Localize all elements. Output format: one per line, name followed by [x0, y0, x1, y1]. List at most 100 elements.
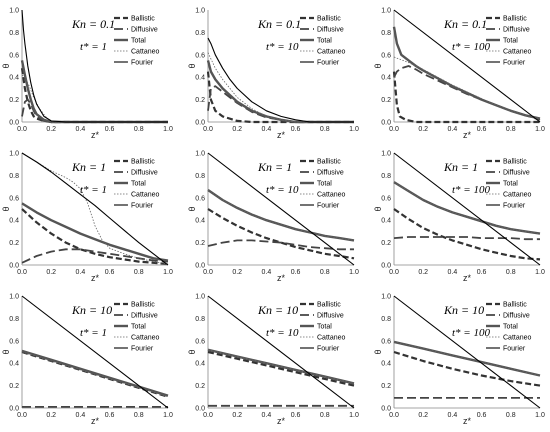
- y-tick-label: 0.6: [9, 338, 19, 345]
- y-tick-label: 0.0: [381, 120, 391, 127]
- y-tick-label: 0.0: [9, 263, 19, 270]
- series-line-cattaneo: [393, 181, 541, 234]
- x-tick-label: 0.8: [506, 269, 516, 276]
- x-tick-label: 0.6: [477, 412, 487, 419]
- kn-label: Kn = 10: [71, 303, 112, 317]
- legend-label-cattaneo: Cattaneo: [503, 49, 532, 56]
- y-tick-label: 1.0: [195, 8, 205, 15]
- series-line-cattaneo: [21, 74, 168, 123]
- y-tick-label: 0.6: [9, 195, 19, 202]
- series-line-total: [206, 60, 354, 124]
- legend-label-total: Total: [317, 38, 332, 45]
- x-tick-label: 0.6: [477, 126, 487, 133]
- y-tick-label: 1.0: [9, 151, 19, 158]
- x-tick-label: 0.8: [134, 412, 144, 419]
- y-tick-label: 0.0: [195, 120, 205, 127]
- y-tick-label: 0.2: [381, 383, 391, 390]
- legend-label-fourier: Fourier: [131, 60, 154, 67]
- series-line-cattaneo: [207, 52, 354, 123]
- y-axis-label: θ: [187, 206, 197, 211]
- legend-label-fourier: Fourier: [317, 60, 340, 67]
- legend-label-diffusive: Diffusive: [131, 170, 158, 177]
- legend-label-cattaneo: Cattaneo: [503, 192, 532, 199]
- x-tick-label: 0.2: [418, 269, 428, 276]
- x-tick-label: 0.0: [389, 269, 399, 276]
- legend-label-ballistic: Ballistic: [503, 16, 527, 23]
- legend-label-ballistic: Ballistic: [317, 16, 341, 23]
- legend-label-total: Total: [503, 38, 518, 45]
- kn-label: Kn = 0.1: [257, 17, 301, 31]
- series-line-cattaneo: [21, 152, 169, 265]
- y-tick-label: 1.0: [195, 294, 205, 301]
- y-tick-label: 1.0: [381, 151, 391, 158]
- x-tick-label: 0.0: [203, 412, 213, 419]
- legend-label-ballistic: Ballistic: [131, 302, 155, 309]
- legend-label-fourier: Fourier: [317, 346, 340, 353]
- x-tick-label: 1.0: [535, 269, 545, 276]
- x-tick-label: 0.0: [389, 412, 399, 419]
- x-axis-label: z*: [91, 130, 100, 140]
- x-tick-label: 0.6: [291, 126, 301, 133]
- series-line-total: [20, 60, 168, 124]
- y-tick-label: 0.4: [9, 361, 19, 368]
- y-tick-label: 1.0: [195, 151, 205, 158]
- legend-label-total: Total: [503, 181, 518, 188]
- panel-9: 0.0 0.2 0.4 0.6 0.8 1.0 0.0 0.2 0.4 0.6 0.8 1.0 θ z* K…: [373, 294, 545, 427]
- y-tick-label: 1.0: [9, 8, 19, 15]
- t-star-label: t* = 100: [452, 41, 490, 53]
- series-line-ballistic: [21, 208, 169, 265]
- x-tick-label: 0.8: [506, 412, 516, 419]
- x-axis-label: z*: [463, 416, 472, 426]
- legend-label-total: Total: [317, 181, 332, 188]
- y-tick-label: 0.2: [195, 383, 205, 390]
- x-tick-label: 0.2: [46, 126, 56, 133]
- x-tick-label: 1.0: [163, 269, 173, 276]
- panel-3: 0.0 0.2 0.4 0.6 0.8 1.0 0.0 0.2 0.4 0.6 0.8 1.0 θ z* K…: [373, 8, 545, 141]
- x-tick-label: 1.0: [163, 412, 173, 419]
- y-tick-label: 1.0: [381, 294, 391, 301]
- y-tick-label: 0.6: [9, 52, 19, 59]
- legend-label-ballistic: Ballistic: [131, 16, 155, 23]
- legend-label-total: Total: [317, 324, 332, 331]
- t-star-label: t* = 1: [80, 41, 107, 53]
- legend-label-ballistic: Ballistic: [317, 302, 341, 309]
- x-tick-label: 0.6: [477, 269, 487, 276]
- y-tick-label: 0.2: [9, 240, 19, 247]
- x-tick-label: 0.4: [76, 412, 86, 419]
- panel-2: 0.0 0.2 0.4 0.6 0.8 1.0 0.0 0.2 0.4 0.6 0.8 1.0 θ z* K…: [187, 8, 359, 141]
- series-line-fourier: [393, 295, 541, 409]
- legend-label-total: Total: [131, 38, 146, 45]
- y-tick-label: 0.6: [381, 338, 391, 345]
- legend-label-diffusive: Diffusive: [131, 27, 158, 34]
- legend-label-ballistic: Ballistic: [131, 159, 155, 166]
- x-axis-label: z*: [277, 130, 286, 140]
- legend-label-total: Total: [131, 181, 146, 188]
- y-tick-label: 1.0: [9, 294, 19, 301]
- legend-label-ballistic: Ballistic: [503, 159, 527, 166]
- x-tick-label: 1.0: [163, 126, 173, 133]
- y-tick-label: 0.2: [195, 240, 205, 247]
- y-tick-label: 0.2: [381, 97, 391, 104]
- x-tick-label: 0.2: [232, 269, 242, 276]
- x-tick-label: 0.8: [320, 126, 330, 133]
- legend-label-fourier: Fourier: [131, 203, 154, 210]
- y-tick-label: 0.2: [195, 97, 205, 104]
- x-tick-label: 0.4: [262, 269, 272, 276]
- y-tick-label: 0.8: [381, 30, 391, 37]
- panel-5: 0.0 0.2 0.4 0.6 0.8 1.0 0.0 0.2 0.4 0.6 0.8 1.0 θ z* K…: [187, 151, 359, 284]
- y-tick-label: 0.0: [381, 263, 391, 270]
- x-axis-label: z*: [91, 416, 100, 426]
- series-line-fourier: [21, 295, 169, 409]
- panel-6: 0.0 0.2 0.4 0.6 0.8 1.0 0.0 0.2 0.4 0.6 0.8 1.0 θ z* K…: [373, 151, 545, 284]
- x-axis-label: z*: [463, 273, 472, 283]
- x-tick-label: 0.4: [448, 126, 458, 133]
- x-tick-label: 0.0: [17, 269, 27, 276]
- panel-4: 0.0 0.2 0.4 0.6 0.8 1.0 0.0 0.2 0.4 0.6 0.8 1.0 θ z* K…: [1, 151, 173, 284]
- x-tick-label: 1.0: [535, 412, 545, 419]
- x-axis-label: z*: [463, 130, 472, 140]
- y-tick-label: 0.4: [195, 218, 205, 225]
- x-tick-label: 0.4: [76, 269, 86, 276]
- y-tick-label: 1.0: [381, 8, 391, 15]
- series-line-total: [21, 349, 169, 397]
